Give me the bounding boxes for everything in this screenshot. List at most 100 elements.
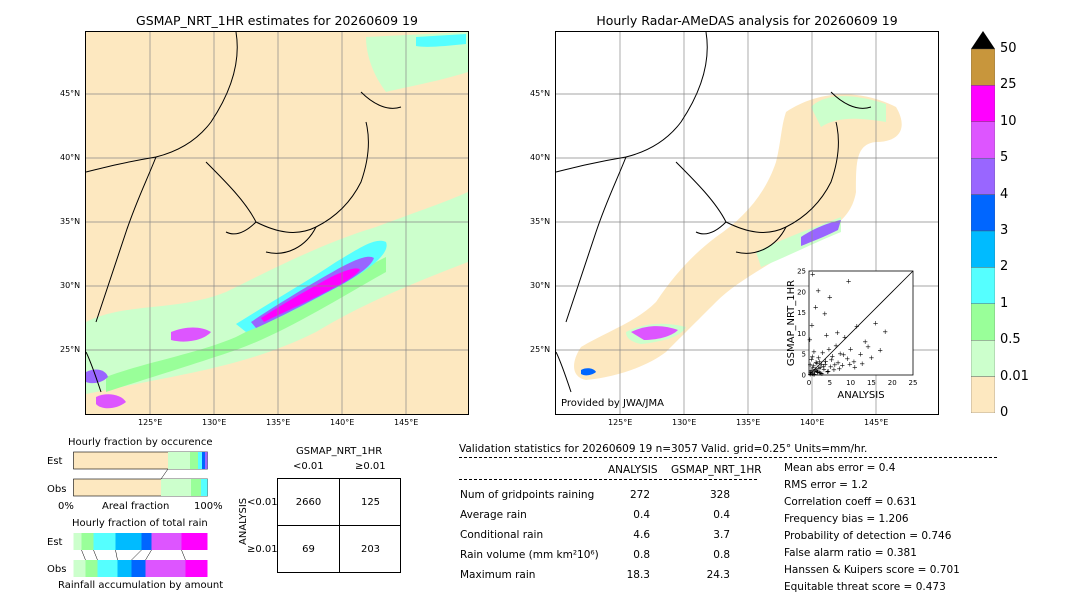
colorbar-band: [970, 85, 996, 123]
tot-est-label: Est: [47, 537, 63, 548]
colorbar-tick-label: 4: [1000, 186, 1009, 202]
scatter-point: +: [877, 347, 883, 355]
scatter-point: +: [859, 360, 865, 368]
colorbar-band: [970, 303, 996, 341]
scatter-point: +: [809, 356, 815, 364]
scatter-x-tick-label: 5: [828, 379, 832, 387]
stat-label: Conditional rain: [460, 529, 544, 541]
colorbar-band: [970, 157, 996, 195]
rain-area-moderate: [106, 257, 386, 392]
scatter-point: +: [844, 355, 850, 363]
scatter-point: +: [807, 336, 813, 344]
colorbar-tick-label: 25: [1000, 77, 1017, 93]
scatter-point: +: [858, 350, 864, 358]
contingency-title: GSMAP_NRT_1HR: [296, 446, 383, 457]
scatter-point: +: [811, 370, 817, 378]
scatter-point: +: [817, 364, 823, 372]
scatter-point: +: [823, 357, 829, 365]
scatter-point: +: [851, 358, 857, 366]
accumulation-footer: Rainfall accumulation by amount: [58, 580, 224, 591]
scatter-point: +: [837, 350, 843, 358]
left-lat-25: 25°N: [60, 345, 81, 354]
left-lat-40: 40°N: [60, 153, 81, 162]
scatter-x-ticks: 0 5 10 15 20 25: [807, 379, 918, 387]
left-map-svg: [86, 32, 468, 414]
tot-obs-seg-2: [85, 560, 98, 577]
cell-ana-ge-gs-ge: 203: [360, 544, 381, 555]
scatter-point: +: [818, 369, 824, 377]
tot-est-seg-5: [141, 533, 152, 550]
colorbar-extend-arrow: [971, 31, 995, 49]
scatter-point: +: [834, 329, 840, 337]
right-lat-30: 30°N: [530, 281, 551, 290]
left-map-title: GSMAP_NRT_1HR estimates for 20260609 19: [136, 13, 418, 28]
total-rain-bars: [73, 533, 208, 577]
colorbar-tick-label: 2: [1000, 259, 1009, 275]
scatter-points: ++++++++++++++++++++++++++++++++++++++++…: [807, 270, 888, 378]
colorbar-band: [970, 267, 996, 304]
occ-connector: [160, 468, 169, 480]
scatter-y-tick-label: 25: [797, 268, 806, 276]
cell-ana-lt-gs-ge: 125: [360, 497, 381, 508]
stat-gsmap: 0.8: [713, 549, 730, 561]
colorbar-band: [970, 340, 996, 377]
stat-label: Maximum rain: [460, 569, 536, 581]
right-lat-45: 45°N: [530, 89, 551, 98]
radar-rain-okinawa: [581, 368, 596, 376]
scatter-x-tick-label: 15: [867, 379, 876, 387]
scatter-point: +: [862, 338, 868, 346]
scatter-point: +: [809, 353, 815, 361]
right-lat-35: 35°N: [530, 217, 551, 226]
stat-label: Rain volume (mm km²10⁶): [460, 549, 599, 561]
left-lon-135: 135°E: [266, 418, 291, 427]
scatter-point: +: [817, 369, 823, 377]
tot-obs-seg-6: [145, 560, 186, 577]
colorbar-band: [970, 48, 996, 86]
radar-rain-kyushu-core: [631, 326, 678, 340]
colorbar-band: [970, 230, 996, 268]
occ-est-label: Est: [47, 456, 63, 467]
right-lon-130: 130°E: [672, 418, 697, 427]
scatter-point: +: [812, 368, 818, 376]
radar-coverage: [574, 94, 902, 381]
contingency-row-ge: ≥0.01: [247, 544, 278, 555]
left-lat-30: 30°N: [60, 281, 81, 290]
occurence-bars: [73, 451, 208, 497]
score-rms: RMS error = 1.2: [784, 479, 868, 491]
col-analysis-header: ANALYSIS: [608, 464, 658, 476]
scatter-ylabel: GSMAP_NRT_1HR: [786, 280, 797, 366]
score-hk: Hanssen & Kuipers score = 0.701: [784, 564, 960, 576]
occ-obs-seg-moderate: [191, 479, 201, 496]
radar-rain-purple: [801, 220, 841, 246]
scatter-plot: ++++++++++++++++++++++++++++++++++++++++…: [786, 268, 918, 402]
scatter-point: +: [852, 364, 858, 372]
right-map-coastlines: [556, 32, 872, 393]
scatter-y-tick-label: 10: [797, 330, 806, 338]
stat-analysis: 0.4: [633, 509, 650, 521]
total-rain-title: Hourly fraction of total rain: [72, 518, 208, 529]
colorbar-bands: [970, 48, 996, 414]
stat-analysis: 4.6: [633, 529, 650, 541]
scatter-point: +: [868, 354, 874, 362]
stat-gsmap: 0.4: [713, 509, 730, 521]
axis-right: 100%: [194, 501, 223, 512]
validation-divider: [459, 457, 997, 458]
scatter-point: +: [821, 365, 827, 373]
scatter-point: +: [814, 367, 820, 375]
score-mae: Mean abs error = 0.4: [784, 462, 896, 474]
scatter-point: +: [813, 303, 819, 311]
left-lat-35: 35°N: [60, 217, 81, 226]
scatter-y-tick-label: 20: [797, 288, 806, 296]
tot-obs-label: Obs: [47, 564, 67, 575]
colorbar-tick-label: 0: [1000, 405, 1009, 420]
score-ets: Equitable threat score = 0.473: [784, 581, 946, 593]
radar-rain-hokkaido: [811, 96, 886, 127]
tot-est-seg-7: [181, 533, 208, 550]
score-pod: Probability of detection = 0.746: [784, 530, 952, 542]
stat-analysis: 18.3: [626, 569, 650, 581]
scatter-point: +: [809, 322, 815, 330]
scatter-point: +: [826, 346, 832, 354]
scatter-point: +: [847, 360, 853, 368]
scatter-point: +: [848, 345, 854, 353]
tot-connectors: [81, 549, 186, 561]
